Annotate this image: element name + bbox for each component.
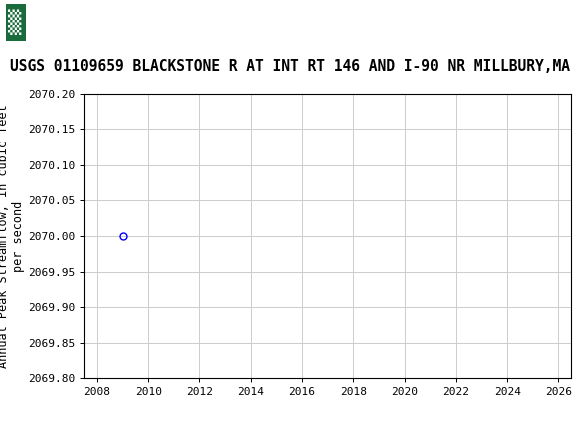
Y-axis label: Annual Peak Streamflow, in cubic feet
per second: Annual Peak Streamflow, in cubic feet pe…	[0, 104, 25, 368]
Bar	[6, 3, 49, 41]
Text: ▒: ▒	[8, 10, 21, 35]
Text: USGS: USGS	[32, 13, 87, 31]
Bar	[6, 3, 26, 41]
Text: USGS 01109659 BLACKSTONE R AT INT RT 146 AND I-90 NR MILLBURY,MA: USGS 01109659 BLACKSTONE R AT INT RT 146…	[10, 59, 570, 74]
